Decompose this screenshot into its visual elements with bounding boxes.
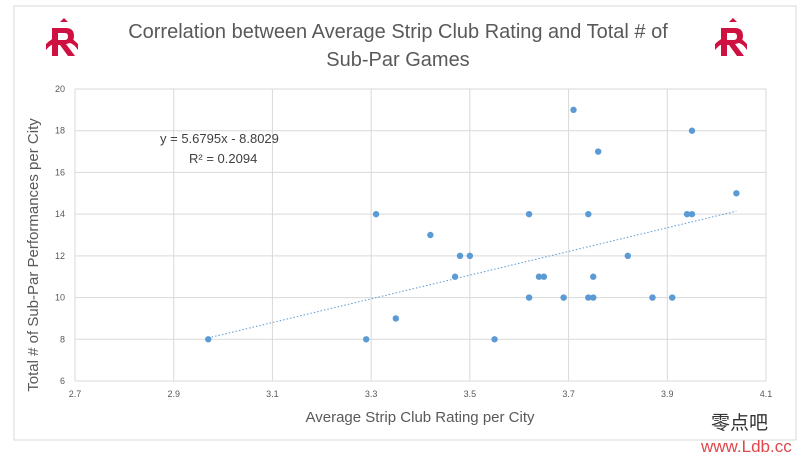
scatter-point [688, 127, 696, 134]
trendline-layer [208, 210, 737, 339]
rocket-r-shape [52, 28, 75, 56]
x-axis-title: Average Strip Club Rating per City [306, 409, 535, 426]
rocket-fin-shape [46, 18, 78, 50]
scatter-point [466, 252, 474, 260]
watermark-url: www.Ldb.cc [700, 437, 792, 456]
scatter-point [560, 294, 567, 301]
scatter-point [535, 273, 543, 280]
scatter-point [363, 336, 370, 343]
scatter-point [570, 106, 577, 114]
y-tick-label: 6 [60, 376, 65, 386]
scatter-point [540, 273, 548, 280]
watermark-chinese: 零点吧 [711, 412, 768, 434]
scatter-point [525, 210, 533, 218]
y-axis-tick-labels: 6 8 10 12 14 16 18 20 [55, 84, 65, 386]
x-tick-label: 3.1 [266, 389, 279, 399]
scatter-point [525, 294, 533, 301]
scatter-point [669, 294, 676, 301]
scatter-point [392, 315, 400, 322]
scatter-point [456, 252, 464, 260]
chart-title-line-1: Correlation between Average Strip Club R… [128, 21, 668, 43]
trendline [208, 210, 737, 339]
y-tick-label: 12 [55, 251, 65, 261]
trendline-equation: y = 5.6795x - 8.8029 [160, 131, 279, 146]
x-tick-label: 3.5 [464, 389, 477, 399]
scatter-point [585, 210, 592, 218]
y-tick-label: 14 [55, 209, 65, 219]
y-axis-title: Total # of Sub-Par Performances per City [25, 118, 42, 392]
y-tick-label: 16 [55, 167, 65, 177]
rocket-r-shape [721, 28, 744, 56]
scatter-point [733, 190, 740, 197]
r-squared-label: R² = 0.2094 [189, 151, 257, 166]
scatter-point [205, 336, 212, 343]
x-tick-label: 2.7 [69, 389, 82, 399]
y-tick-label: 18 [55, 126, 65, 136]
scatter-point [590, 294, 597, 301]
x-tick-label: 2.9 [167, 389, 180, 399]
scatter-point [683, 210, 691, 218]
x-tick-label: 3.3 [365, 389, 378, 399]
x-tick-label: 3.7 [562, 389, 575, 399]
chart-title-line-2: Sub-Par Games [326, 49, 469, 71]
x-tick-label: 3.9 [661, 389, 674, 399]
scatter-point [427, 231, 434, 239]
x-axis-tick-labels: 2.7 2.9 3.1 3.3 3.5 3.7 3.9 4.1 [69, 389, 773, 399]
rocket-fin-shape [715, 18, 747, 50]
scatter-point [688, 210, 696, 218]
rockets-logo-right [715, 18, 747, 56]
scatter-point [594, 148, 602, 155]
scatter-point [649, 294, 656, 301]
rockets-logo-left [46, 18, 78, 56]
x-tick-label: 4.1 [760, 389, 773, 399]
scatter-point [590, 273, 597, 280]
scatter-point [372, 210, 380, 218]
chart-frame [13, 5, 797, 441]
y-tick-label: 20 [55, 84, 65, 94]
scatter-point [585, 294, 592, 301]
scatter-point [451, 273, 459, 280]
scatter-point [624, 252, 631, 260]
scatter-point [491, 336, 498, 343]
y-tick-label: 8 [60, 334, 65, 344]
gridlines [74, 88, 767, 382]
data-points [205, 106, 740, 343]
y-tick-label: 10 [55, 293, 65, 303]
